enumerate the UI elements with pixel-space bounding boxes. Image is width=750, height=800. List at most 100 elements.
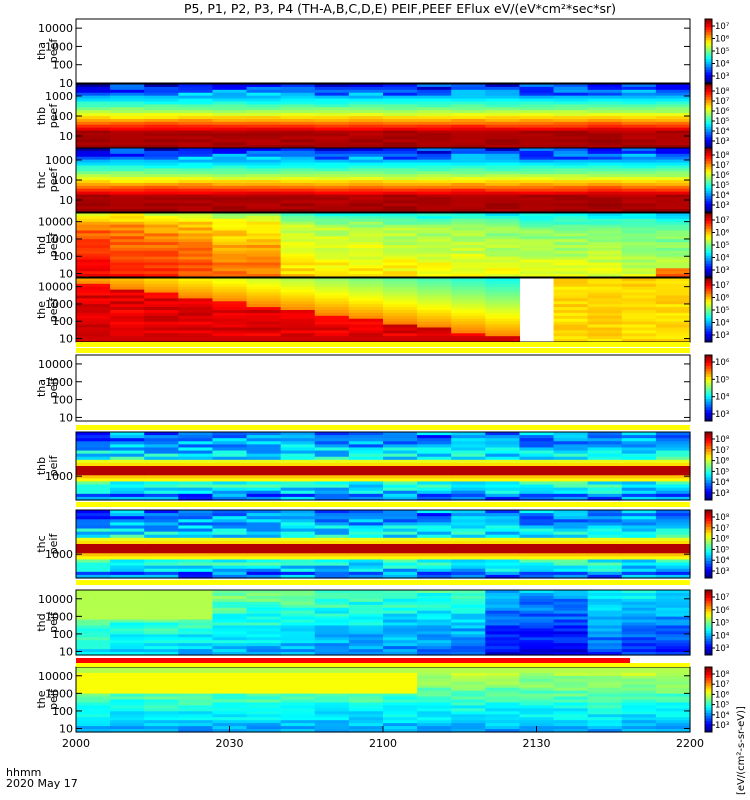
heatmap-cell [553,236,589,240]
heatmap-cell [144,559,179,564]
heatmap-cell [212,215,248,220]
heatmap-cell [348,139,384,143]
heatmap-cell [314,268,350,272]
heatmap-cell [655,649,691,653]
heatmap-cell [621,547,657,551]
heatmap-cell [587,213,623,217]
heatmap-cell [314,130,350,135]
heatmap-cell [348,610,384,615]
colorbar-step [705,415,712,419]
heatmap-cell [314,236,350,240]
heatmap-cell [348,447,384,452]
heatmap-cell [451,113,486,117]
heatmap-cell [144,191,179,196]
heatmap-cell [348,215,384,220]
colorbar-step [705,69,712,73]
heatmap-cell [144,145,179,149]
heatmap-cell [417,444,452,449]
heatmap-cell [76,262,111,266]
heatmap-cell [383,239,418,243]
heatmap-cell [178,574,214,579]
heatmap-cell [76,197,111,201]
colorbar-step [705,29,712,33]
heatmap-cell [280,601,316,606]
heatmap-cell [383,699,418,704]
heatmap-cell [280,139,316,143]
heatmap-cell [451,444,486,449]
heatmap-cell [553,472,589,476]
heatmap-cell [314,472,350,476]
heatmap-cell [314,522,350,527]
colorbar-step [705,121,712,125]
heatmap-cell [383,711,418,715]
heatmap-cell [212,456,248,461]
heatmap-cell [383,121,418,126]
heatmap-cell [553,447,589,452]
colorbar-step [705,137,712,141]
heatmap-cell [110,631,145,635]
heatmap-cell [348,197,384,201]
heatmap-cell [178,729,214,733]
heatmap-cell [553,286,589,291]
heatmap-cell [110,339,145,343]
heatmap-cell [246,327,282,331]
heatmap-cell [519,619,555,624]
y-tick-label: 100 [52,628,73,641]
heatmap-cell [144,487,179,492]
heatmap-cell [485,89,521,94]
heatmap-cell [485,720,521,724]
colorbar-step [705,27,712,31]
heatmap-cell [553,274,589,278]
heatmap-cell [587,637,623,641]
heatmap-cell [314,628,350,632]
heatmap-cell [621,265,657,269]
heatmap-cell [621,720,657,724]
heatmap-cell [212,693,248,698]
heatmap-cell [451,547,486,551]
heatmap-cell [655,318,691,323]
heatmap-cell [110,456,145,461]
heatmap-cell [348,253,384,258]
heatmap-cell [348,669,384,674]
heatmap-cell [144,574,179,579]
heatmap-cell [280,133,316,137]
heatmap-cell [212,200,248,204]
heatmap-cell [76,162,111,167]
heatmap-cell [144,150,179,155]
colorbar-step [705,116,712,120]
heatmap-cell [553,142,589,146]
heatmap-cell [178,684,214,689]
heatmap-cell [417,89,452,94]
heatmap-cell [178,720,214,724]
heatmap-cell [212,145,248,149]
heatmap-cell [314,669,350,674]
heatmap-cell [383,118,418,123]
heatmap-cell [451,649,486,653]
heatmap-cell [246,496,282,501]
heatmap-cell [621,256,657,261]
heatmap-cell [178,200,214,204]
heatmap-cell [451,459,486,464]
colorbar-step [705,630,712,634]
heatmap-cell [417,622,452,627]
heatmap-cell [383,481,418,486]
heatmap-cell [280,496,316,501]
heatmap-cell [451,441,486,445]
heatmap-cell [655,295,691,299]
heatmap-cell [621,153,657,158]
heatmap-cell [76,230,111,234]
heatmap-cell [212,310,248,314]
heatmap-cell [178,592,214,597]
heatmap-cell [621,259,657,264]
heatmap-cell [417,652,452,656]
heatmap-cell [110,121,145,126]
heatmap-cell [383,432,418,436]
heatmap-cell [178,133,214,137]
heatmap-cell [280,230,316,234]
heatmap-cell [587,726,623,730]
heatmap-cell [348,107,384,111]
heatmap-cell [178,283,214,288]
heatmap-cell [655,711,691,715]
heatmap-cell [178,330,214,334]
heatmap-cell [280,432,316,436]
